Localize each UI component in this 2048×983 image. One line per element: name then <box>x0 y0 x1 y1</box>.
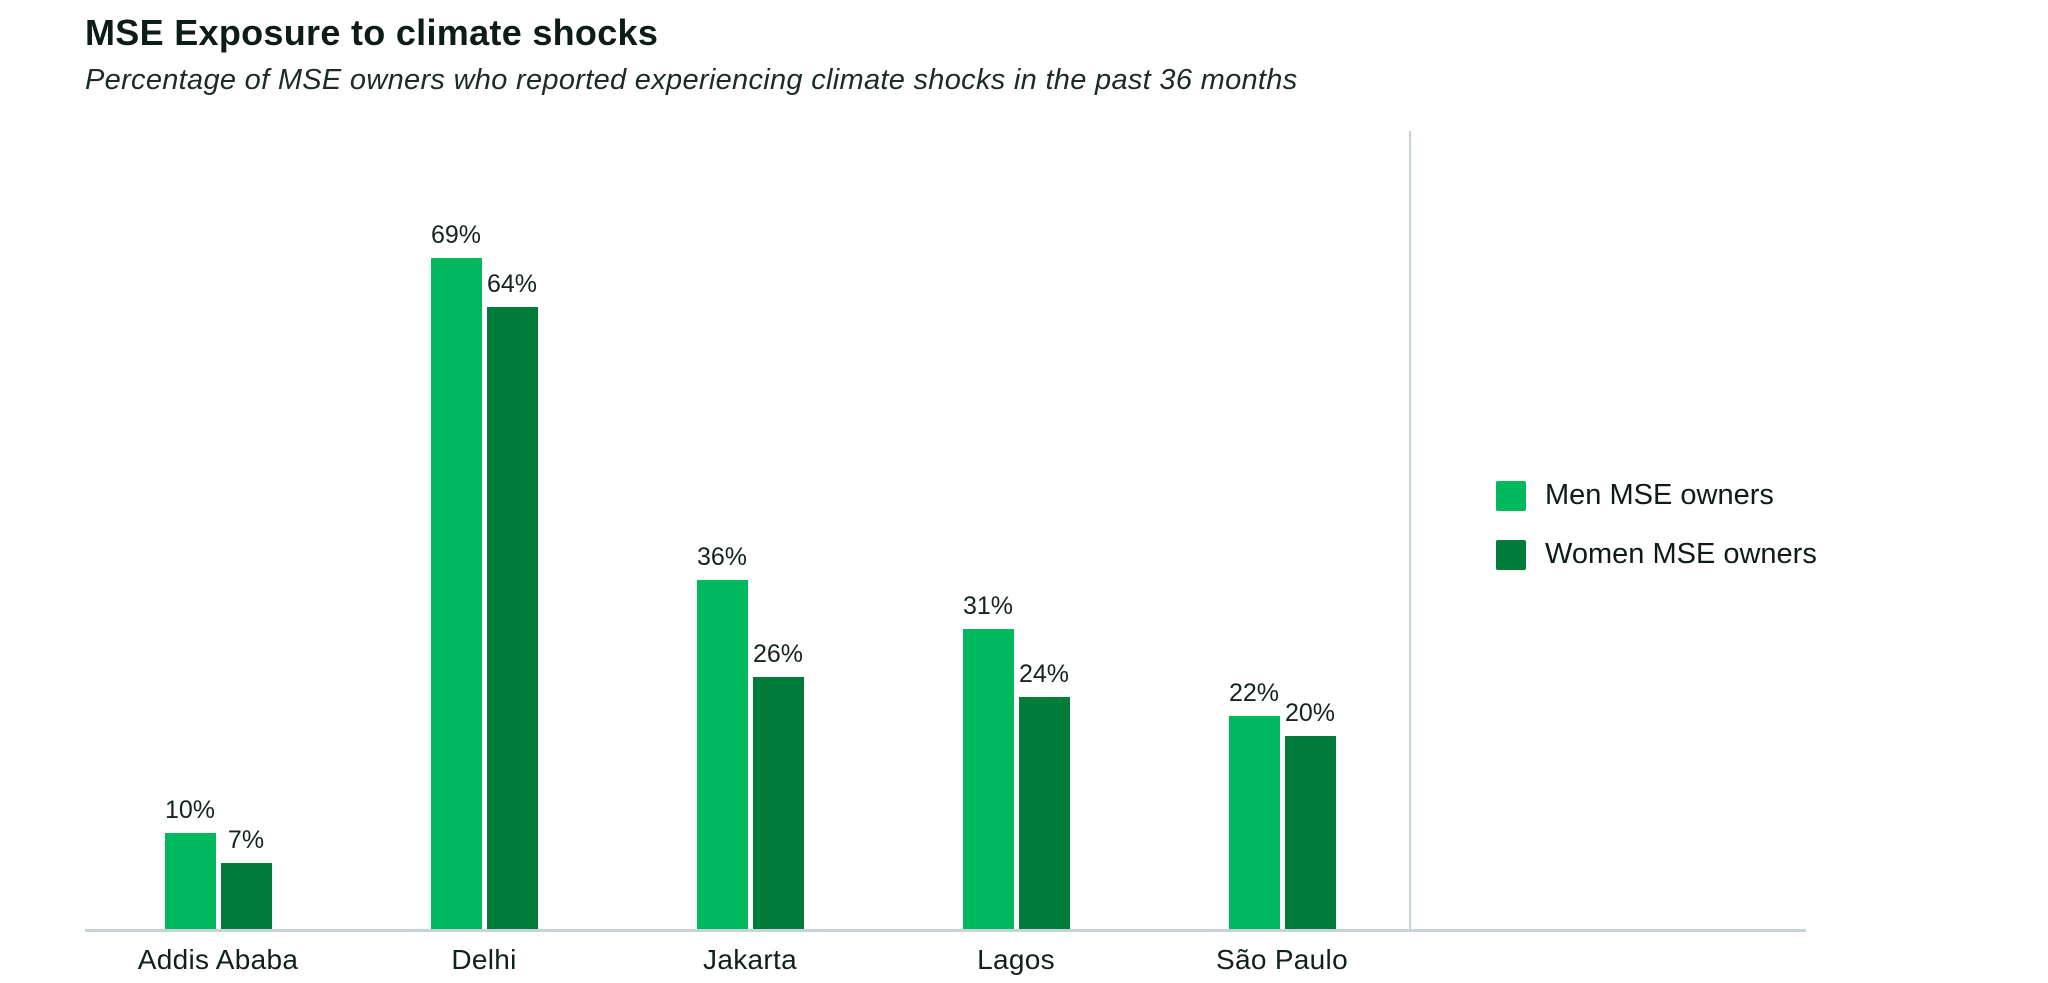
bar-group-delhi: 69% 64% <box>351 131 617 931</box>
bar-wrap: 69% <box>430 221 482 931</box>
category-label-jakarta: Jakarta <box>703 944 797 975</box>
bar-women <box>1284 736 1336 931</box>
legend-label-women: Women MSE owners <box>1545 538 1817 570</box>
bar-value-label: 64% <box>486 270 538 298</box>
bar-value-label: 69% <box>430 221 482 249</box>
legend-swatch-men <box>1496 480 1526 511</box>
bar-chart-plot-area: 10% 7% 69% 64% 36% 26% 31% <box>85 131 1415 931</box>
legend-item-women: Women MSE owners <box>1496 538 1817 571</box>
bar-wrap: 24% <box>1018 660 1070 931</box>
bar-group-jakarta: 36% 26% <box>617 131 883 931</box>
x-axis-category-labels: Addis Ababa Delhi Jakarta Lagos São Paul… <box>85 944 1415 976</box>
bar-wrap: 36% <box>696 543 748 931</box>
bar-value-label: 36% <box>696 543 748 571</box>
legend-item-men: Men MSE owners <box>1496 479 1817 512</box>
category-label-addis-ababa: Addis Ababa <box>137 944 299 975</box>
bar-wrap: 10% <box>164 796 216 931</box>
bar-wrap: 31% <box>962 592 1014 931</box>
category-label-lagos: Lagos <box>977 944 1055 975</box>
bar-value-label: 26% <box>752 640 804 668</box>
bar-group-sao-paulo: 22% 20% <box>1149 131 1415 931</box>
bar-wrap: 64% <box>486 270 538 931</box>
category-label-sao-paulo: São Paulo <box>1216 944 1348 975</box>
bar-wrap: 20% <box>1284 699 1336 931</box>
vertical-divider-line <box>1409 131 1411 932</box>
bar-women <box>486 307 538 931</box>
bar-women <box>220 863 272 931</box>
bar-value-label: 7% <box>227 826 265 854</box>
bar-value-label: 31% <box>962 592 1014 620</box>
bar-men <box>962 629 1014 931</box>
bar-wrap: 7% <box>220 826 272 931</box>
bar-men <box>696 580 748 931</box>
bar-wrap: 22% <box>1228 679 1280 931</box>
category-label-delhi: Delhi <box>451 944 517 975</box>
bar-group-addis-ababa: 10% 7% <box>85 131 351 931</box>
chart-header: MSE Exposure to climate shocks Percentag… <box>85 12 1298 97</box>
bar-value-label: 22% <box>1228 679 1280 707</box>
bar-men <box>1228 716 1280 931</box>
x-axis-line <box>85 929 1806 932</box>
chart-subtitle: Percentage of MSE owners who reported ex… <box>85 64 1298 96</box>
legend-label-men: Men MSE owners <box>1545 479 1774 511</box>
bar-group-lagos: 31% 24% <box>883 131 1149 931</box>
bar-women <box>1018 697 1070 931</box>
legend: Men MSE owners Women MSE owners <box>1496 479 1817 571</box>
bar-value-label: 20% <box>1284 699 1336 727</box>
bar-value-label: 10% <box>164 796 216 824</box>
legend-swatch-women <box>1496 539 1526 570</box>
bar-men <box>430 258 482 931</box>
bar-men <box>164 833 216 931</box>
bar-value-label: 24% <box>1018 660 1070 688</box>
bar-women <box>752 677 804 931</box>
bar-wrap: 26% <box>752 640 804 931</box>
chart-title: MSE Exposure to climate shocks <box>85 12 659 53</box>
